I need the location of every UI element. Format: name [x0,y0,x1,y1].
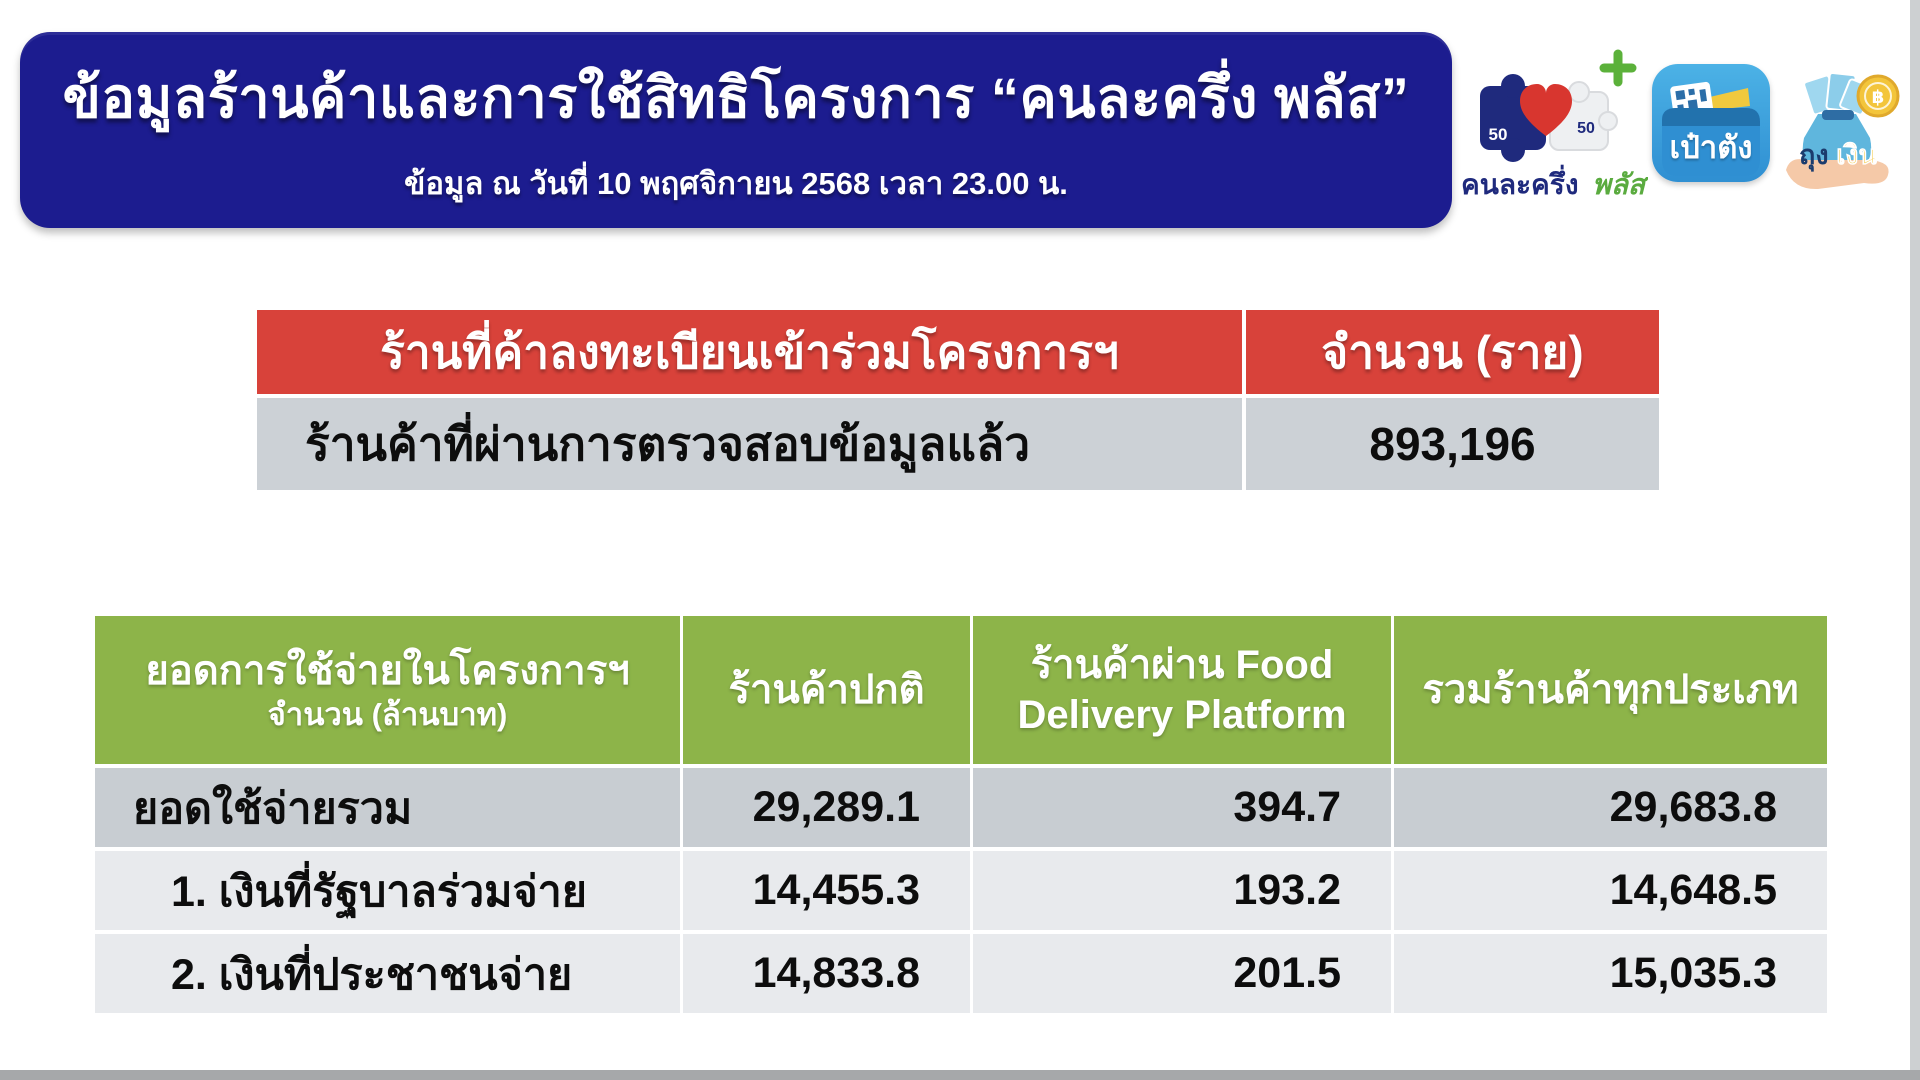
page-edge-strip-bottom [0,1070,1920,1080]
spending-row-total: 29,683.8 [1394,768,1827,847]
data-timestamp: ข้อมูล ณ วันที่ 10 พฤศจิกายน 2568 เวลา 2… [404,165,1068,201]
paotang-app-logo-icon: เป๋าตัง [1652,64,1770,182]
registration-header-count: จำนวน (ราย) [1246,310,1659,394]
spending-row-food: 193.2 [973,851,1391,930]
heart-icon [1520,84,1572,136]
svg-text:คนละครึ่ง พลัส: คนละครึ่ง พลัส [1461,164,1648,200]
table-row: 2. เงินที่ประชาชนจ่าย 14,833.8 201.5 15,… [95,934,1827,1013]
page-edge-strip-right [1910,0,1920,1080]
spending-row-normal: 29,289.1 [683,768,970,847]
klk-plus-wordmark: พลัส [1592,169,1648,200]
money-bag-icon [1802,110,1872,170]
khonlakrueng-plus-logo-icon: 50 50 คนละครึ่ง พลัส [1461,49,1648,200]
baht-coin-icon: ฿ [1856,74,1900,118]
spending-row-label: 2. เงินที่ประชาชนจ่าย [95,934,680,1013]
spending-row-label: 1. เงินที่รัฐบาลร่วมจ่าย [95,851,680,930]
thung-wordmark-part1: ถุง [1799,140,1829,172]
spending-header-title-line2: จำนวน (ล้านบาท) [267,696,508,732]
klk-wordmark: คนละครึ่ง [1461,164,1579,200]
baht-symbol: ฿ [1872,87,1885,107]
puzzle-pieces-icon: 50 50 [1480,49,1637,162]
spending-header-total: รวมร้านค้าทุกประเภท [1394,616,1827,764]
spending-row-label: ยอดใช้จ่ายรวม [95,768,680,847]
thung-wordmark-part2: เงิน [1836,140,1877,170]
paotang-wallet-icon [1662,81,1760,176]
table-row: 1. เงินที่รัฐบาลร่วมจ่าย 14,455.3 193.2 … [95,851,1827,930]
banknotes-icon [1803,72,1873,116]
registration-row-value: 893,196 [1246,398,1659,490]
spending-row-food: 394.7 [973,768,1391,847]
title-banner: ข้อมูลร้านค้าและการใช้สิทธิโครงการ “คนละ… [20,32,1452,228]
svg-text:ถุง เงิน: ถุง เงิน [1799,140,1877,172]
spending-table: ยอดการใช้จ่ายในโครงการฯ จำนวน (ล้านบาท) … [95,616,1827,1013]
registration-row-label: ร้านค้าที่ผ่านการตรวจสอบข้อมูลแล้ว [257,398,1242,490]
registration-header-program: ร้านที่ค้าลงทะเบียนเข้าร่วมโครงการฯ [257,310,1242,394]
spending-row-total: 14,648.5 [1394,851,1827,930]
spending-row-total: 15,035.3 [1394,934,1827,1013]
spending-table-header: ยอดการใช้จ่ายในโครงการฯ จำนวน (ล้านบาท) … [95,616,1827,764]
plus-icon [1599,49,1637,87]
thungngern-logo-icon: ฿ ถุง เงิน [1786,72,1900,190]
fifty-badge-white: 50 [1577,120,1595,137]
spending-header-normal-shops: ร้านค้าปกติ [683,616,970,764]
fifty-badge-blue: 50 [1489,125,1508,144]
registration-table-header: ร้านที่ค้าลงทะเบียนเข้าร่วมโครงการฯ จำนว… [257,310,1659,394]
hand-icon [1786,159,1889,190]
spending-header-food-delivery: ร้านค้าผ่าน Food Delivery Platform [973,616,1391,764]
spending-header-title-line1: ยอดการใช้จ่ายในโครงการฯ [145,648,630,693]
registration-table: ร้านที่ค้าลงทะเบียนเข้าร่วมโครงการฯ จำนว… [257,310,1659,490]
page-title: ข้อมูลร้านค้าและการใช้สิทธิโครงการ “คนละ… [62,65,1410,129]
paotang-wordmark: เป๋าตัง [1669,130,1753,165]
table-row: ยอดใช้จ่ายรวม 29,289.1 394.7 29,683.8 [95,768,1827,847]
table-row: ร้านค้าที่ผ่านการตรวจสอบข้อมูลแล้ว 893,1… [257,398,1659,490]
spending-row-food: 201.5 [973,934,1391,1013]
spending-header-title: ยอดการใช้จ่ายในโครงการฯ จำนวน (ล้านบาท) [95,616,680,764]
spending-row-normal: 14,455.3 [683,851,970,930]
spending-row-normal: 14,833.8 [683,934,970,1013]
